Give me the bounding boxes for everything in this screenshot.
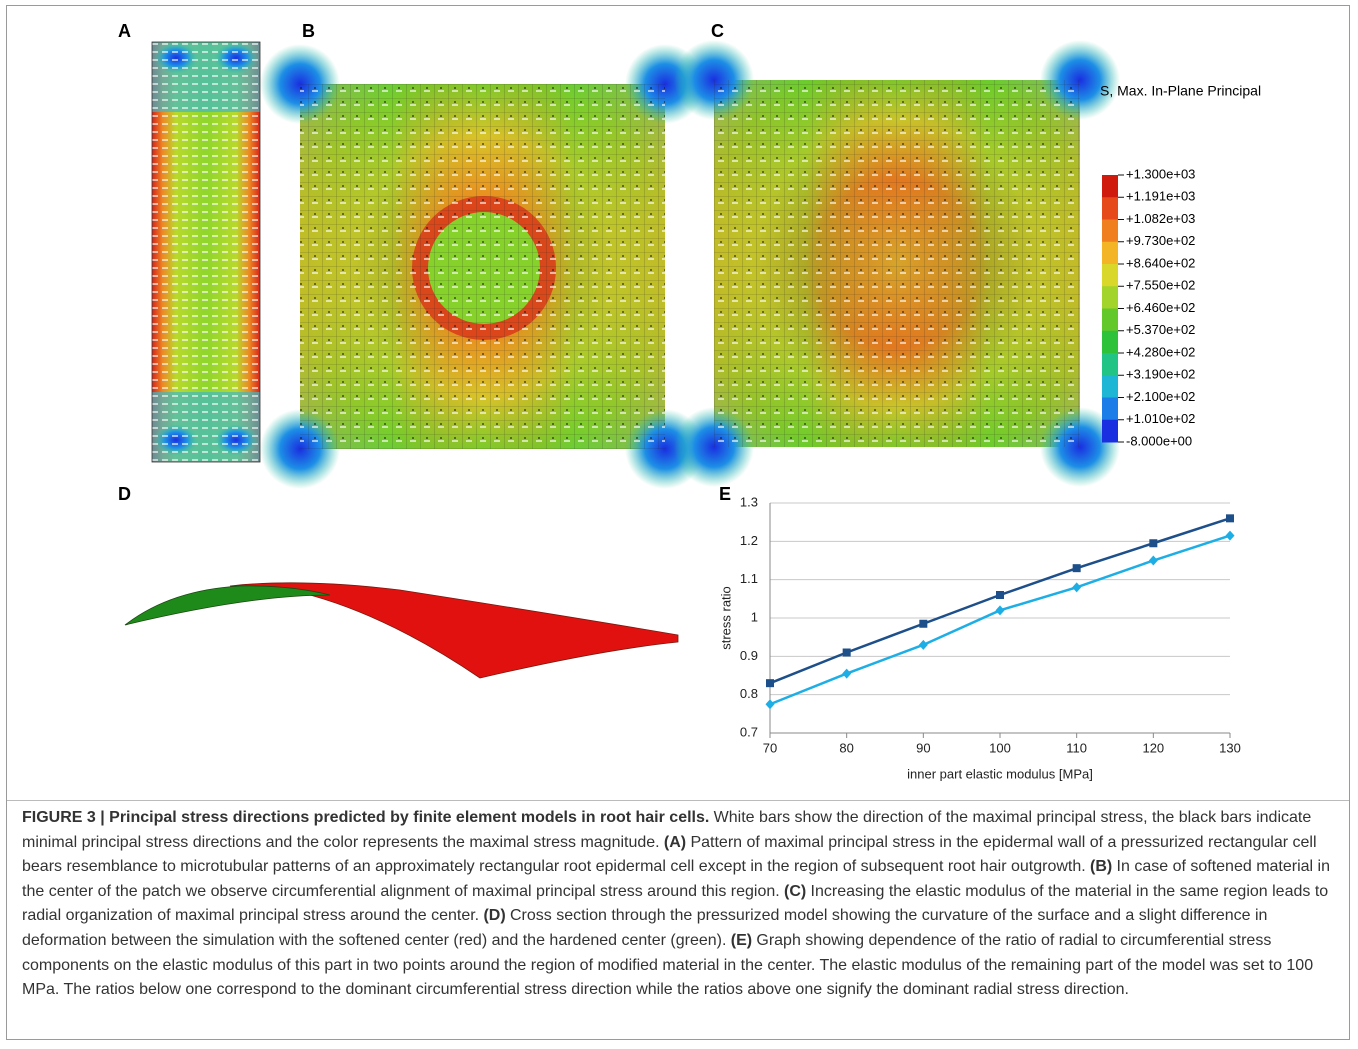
marker <box>842 648 851 657</box>
colorbar-label: +1.082e+03 <box>1126 211 1195 226</box>
caption-text: Graph showing dependence of the ratio of… <box>22 931 1314 999</box>
colorbar-band <box>1102 286 1118 309</box>
colorbar-label: +1.191e+03 <box>1126 189 1195 204</box>
legend-title: S, Max. In-Plane Principal <box>1100 83 1261 99</box>
figure: A B C D E S, Max. In-Plane Principal +1.… <box>118 21 1261 782</box>
caption-part-label: (A) <box>663 833 687 851</box>
x-tick-label: 100 <box>989 740 1011 755</box>
marker <box>765 699 775 710</box>
y-tick-label: 1.1 <box>740 571 758 586</box>
marker <box>1226 514 1234 523</box>
colorbar-label: +1.010e+02 <box>1126 411 1195 426</box>
marker <box>1148 555 1158 566</box>
x-axis-label: inner part elastic modulus [MPa] <box>907 766 1093 781</box>
y-tick-label: 1.2 <box>740 533 758 548</box>
caption-text: Cross section through the pressurized mo… <box>22 907 1268 949</box>
colorbar-band <box>1102 264 1118 287</box>
x-tick-label: 80 <box>839 740 853 755</box>
colorbar: +1.300e+03 +1.191e+03 +1.082e+03 +9.730e+02… <box>1102 166 1195 448</box>
caption-text: In case of softened material in the cent… <box>22 858 1330 900</box>
caption-part-label: (E) <box>730 931 753 949</box>
x-tick-label: 130 <box>1219 740 1241 755</box>
series-line <box>769 517 1231 685</box>
line-chart: 0.7 0.8 0.9 1 1.1 1.2 1.3 70 80 90 100 110 120 130 inn… <box>718 494 1240 781</box>
colorbar-band <box>1102 397 1118 421</box>
colorbar-label: +7.550e+02 <box>1126 278 1195 293</box>
colorbar-label: +4.280e+02 <box>1126 344 1195 359</box>
y-tick-label: 0.7 <box>740 724 758 739</box>
colorbar-band <box>1102 375 1118 398</box>
colorbar-label: -8.000e+00 <box>1126 433 1192 448</box>
x-tick-label: 120 <box>1142 740 1164 755</box>
colorbar-band <box>1102 353 1118 376</box>
x-tick-label: 110 <box>1066 740 1087 755</box>
colorbar-band <box>1102 219 1118 243</box>
caption-text: White bars show the direction of the max… <box>22 809 1312 851</box>
marker <box>1072 582 1082 593</box>
colorbar-band <box>1102 330 1118 354</box>
colorbar-label: +3.190e+02 <box>1126 367 1195 382</box>
colorbar-band <box>1102 197 1118 220</box>
caption-text: Increasing the elastic modulus of the ma… <box>22 882 1329 925</box>
marker <box>1149 539 1158 548</box>
panel-b-model <box>260 44 705 489</box>
marker <box>1225 530 1235 541</box>
panel-label: E <box>719 484 731 504</box>
colorbar-label: +2.100e+02 <box>1126 389 1195 404</box>
colorbar-band <box>1102 175 1118 198</box>
x-tick-label: 70 <box>763 740 777 755</box>
series-line <box>769 534 1231 706</box>
marker <box>918 639 928 650</box>
colorbar-band <box>1102 308 1118 332</box>
y-tick-label: 0.9 <box>740 648 758 663</box>
colorbar-band <box>1102 241 1118 265</box>
figure-frame <box>6 5 1350 1040</box>
caption-title: FIGURE 3 | Principal stress directions p… <box>22 809 710 826</box>
marker <box>766 679 774 688</box>
panel-c-model <box>674 40 1120 487</box>
panel-d-section <box>124 582 679 679</box>
x-tick-label: 90 <box>916 740 930 755</box>
caption-rule <box>7 800 1349 801</box>
marker <box>842 668 852 679</box>
marker <box>995 605 1005 616</box>
colorbar-band <box>1102 419 1118 443</box>
y-axis-label: stress ratio <box>718 586 733 650</box>
panel-a-model <box>151 41 261 463</box>
marker <box>996 591 1004 599</box>
y-tick-label: 1.3 <box>740 494 758 509</box>
marker <box>919 619 928 628</box>
panel-label: B <box>302 21 315 41</box>
y-tick-label: 0.8 <box>740 686 758 701</box>
marker <box>1072 564 1081 573</box>
caption-part-label: (C) <box>784 882 807 900</box>
caption: FIGURE 3 | Principal stress directions p… <box>22 806 1338 1003</box>
y-tick-label: 1 <box>751 609 758 624</box>
caption-text: Pattern of maximal principal stress in t… <box>22 833 1317 876</box>
colorbar-label: +8.640e+02 <box>1126 255 1195 270</box>
colorbar-label: +5.370e+02 <box>1126 322 1195 337</box>
caption-part-label: (B) <box>1090 858 1113 876</box>
panel-label: C <box>711 21 724 41</box>
colorbar-label: +1.300e+03 <box>1126 166 1195 181</box>
caption-part-label: (D) <box>483 907 506 925</box>
colorbar-label: +9.730e+02 <box>1126 233 1195 248</box>
panel-label: A <box>118 21 131 41</box>
colorbar-label: +6.460e+02 <box>1126 300 1195 315</box>
panel-label: D <box>118 484 131 504</box>
